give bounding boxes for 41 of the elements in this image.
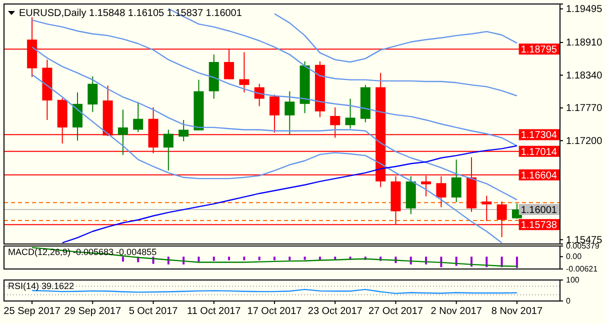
y-tick-label: -0.00621 [566,264,598,274]
candlestick [345,98,356,130]
ref-line-label: 1.17014 [520,146,558,158]
ref-line-label: 1.18795 [520,44,558,56]
y-tick-label: 1.19495 [566,4,603,16]
candlestick [284,90,295,136]
y-tick-label: 0 [566,296,571,306]
line-series [274,13,518,63]
candlestick [482,195,492,222]
candlestick [72,92,82,142]
ref-line-label: 1.16001 [520,204,558,216]
x-tick-label: 17 Oct 2017 [247,306,302,318]
x-tick-label: 27 Oct 2017 [368,306,424,318]
x-tick-label: 5 Oct 2017 [128,306,178,318]
ref-line-label: 1.17304 [520,130,558,142]
chart-title: RSI(14) 39.1622 [8,281,74,291]
x-tick-label: 23 Oct 2017 [308,306,363,318]
x-tick-label: 2 Nov 2017 [430,306,482,318]
line-series [168,8,518,96]
y-tick-label: 0.00 [566,252,582,262]
ref-line-label: 1.16604 [520,170,558,182]
candlestick [451,159,462,203]
x-tick-label: 8 Nov 2017 [491,306,543,318]
ref-line-label: 1.15738 [520,220,558,232]
y-tick-label: 1.17200 [566,136,603,147]
x-tick-label: 25 Sep 2017 [4,306,61,318]
candlestick [163,129,174,172]
y-tick-label: 100 [566,276,580,285]
x-tick-label: 11 Oct 2017 [187,306,242,318]
x-tick-label: 29 Sep 2017 [64,306,122,318]
line-series [31,74,502,244]
candlestick [239,52,250,93]
candlestick [178,119,189,142]
line-series [31,19,518,146]
y-tick-label: 1.18910 [566,38,603,49]
candlestick [118,109,128,156]
y-tick-label: 1.17770 [566,103,603,114]
candlestick [88,76,98,112]
line-series [62,145,518,244]
candlestick [133,102,144,133]
y-tick-label: 1.18340 [566,70,603,82]
